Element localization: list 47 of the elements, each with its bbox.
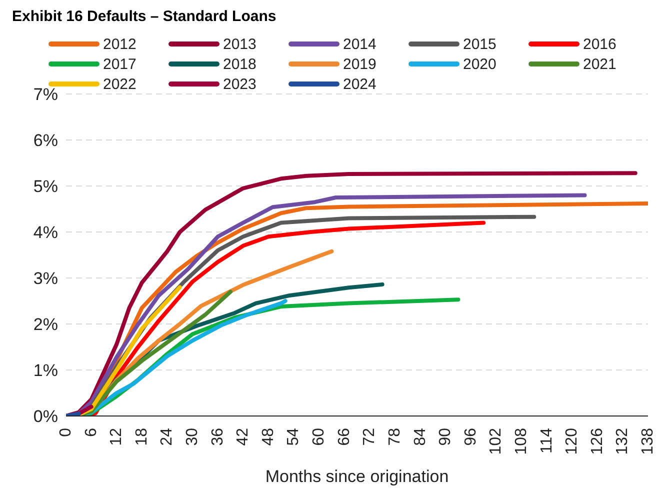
x-tick-label: 0 [58, 428, 74, 437]
legend-label: 2014 [343, 36, 376, 52]
chart-title: Exhibit 16 Defaults – Standard Loans [11, 8, 278, 26]
x-tick-label: 12 [108, 428, 126, 446]
legend-label: 2020 [463, 56, 496, 72]
y-tick-label: 7% [33, 85, 58, 104]
x-tick-label: 30 [184, 428, 202, 446]
x-tick-label: 102 [488, 428, 505, 455]
legend-label: 2021 [583, 56, 616, 72]
y-tick-label: 2% [33, 315, 58, 334]
x-axis-title: Months since origination [265, 467, 449, 486]
x-tick-label: 126 [588, 428, 606, 455]
x-tick-label: 90 [437, 428, 454, 446]
y-tick-label: 3% [33, 269, 58, 288]
x-tick-label: 132 [614, 428, 632, 455]
x-tick-label: 18 [133, 428, 150, 446]
x-tick-label: 84 [412, 428, 429, 446]
x-tick-label: 36 [209, 428, 226, 446]
x-tick-label: 96 [462, 428, 480, 446]
y-tick-label: 1% [33, 361, 58, 380]
legend-label: 2012 [103, 36, 136, 52]
legend-label: 2023 [223, 76, 256, 92]
legend-label: 2017 [103, 56, 136, 72]
x-tick-label: 138 [640, 428, 656, 455]
x-tick-label: 114 [538, 428, 556, 454]
y-tick-label: 4% [33, 223, 58, 242]
x-tick-label: 120 [564, 428, 581, 455]
x-tick-label: 24 [158, 428, 176, 446]
legend-label: 2022 [103, 76, 136, 92]
x-tick-label: 54 [285, 428, 302, 446]
legend-label: 2015 [463, 36, 496, 52]
legend-label: 2024 [343, 76, 376, 92]
x-tick-label: 48 [260, 428, 277, 446]
x-tick-label: 6 [82, 428, 100, 437]
legend-label: 2016 [583, 36, 616, 52]
x-tick-label: 66 [336, 428, 353, 446]
x-tick-label: 60 [310, 428, 328, 446]
y-tick-label: 0% [33, 407, 58, 426]
legend-label: 2019 [343, 56, 376, 72]
legend-label: 2013 [223, 36, 256, 52]
x-tick-label: 72 [361, 428, 378, 446]
x-tick-label: 42 [234, 428, 252, 446]
x-tick-label: 78 [386, 428, 404, 446]
y-tick-label: 6% [33, 131, 58, 150]
y-tick-label: 5% [33, 177, 58, 196]
legend-label: 2018 [223, 56, 256, 72]
x-tick-label: 108 [512, 428, 530, 455]
